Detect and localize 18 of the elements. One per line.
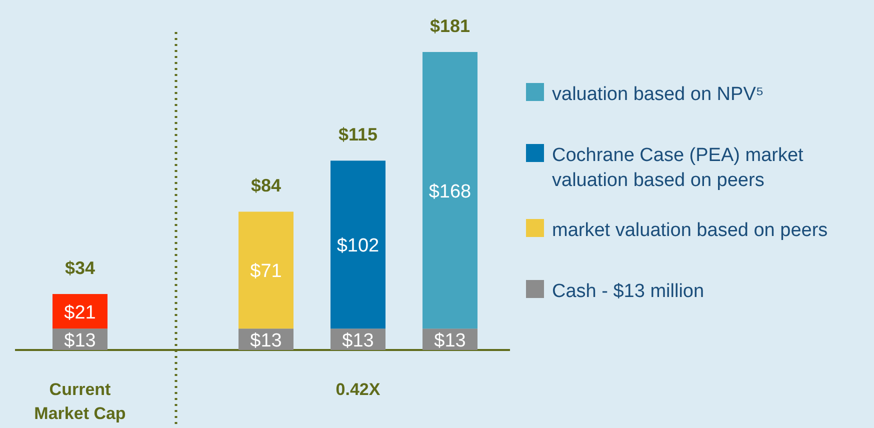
data-label: $102	[336, 236, 380, 257]
legend-label: Cash - $13 million	[552, 281, 704, 302]
x-tick-label: Current Market Cap	[34, 380, 126, 423]
data-label: $13	[434, 330, 466, 352]
total-label: $181	[430, 16, 470, 36]
total-label: $84	[250, 176, 282, 196]
total-label: $34	[64, 258, 96, 278]
data-label: $21	[64, 302, 96, 324]
total-label: $115	[338, 124, 378, 145]
data-label: $13	[64, 330, 96, 352]
legend-label: Cochrane Case (PEA) market valuation based on peers	[552, 145, 804, 191]
legend-label: valuation based on NPV⁵	[552, 84, 764, 105]
legend-label: market valuation based on peers	[552, 220, 828, 241]
data-label: $71	[250, 261, 282, 282]
data-label: $13	[250, 330, 282, 352]
data-label: $13	[342, 330, 374, 352]
x-tick-label: 0.42X	[336, 380, 381, 399]
data-label: $168	[428, 181, 472, 202]
